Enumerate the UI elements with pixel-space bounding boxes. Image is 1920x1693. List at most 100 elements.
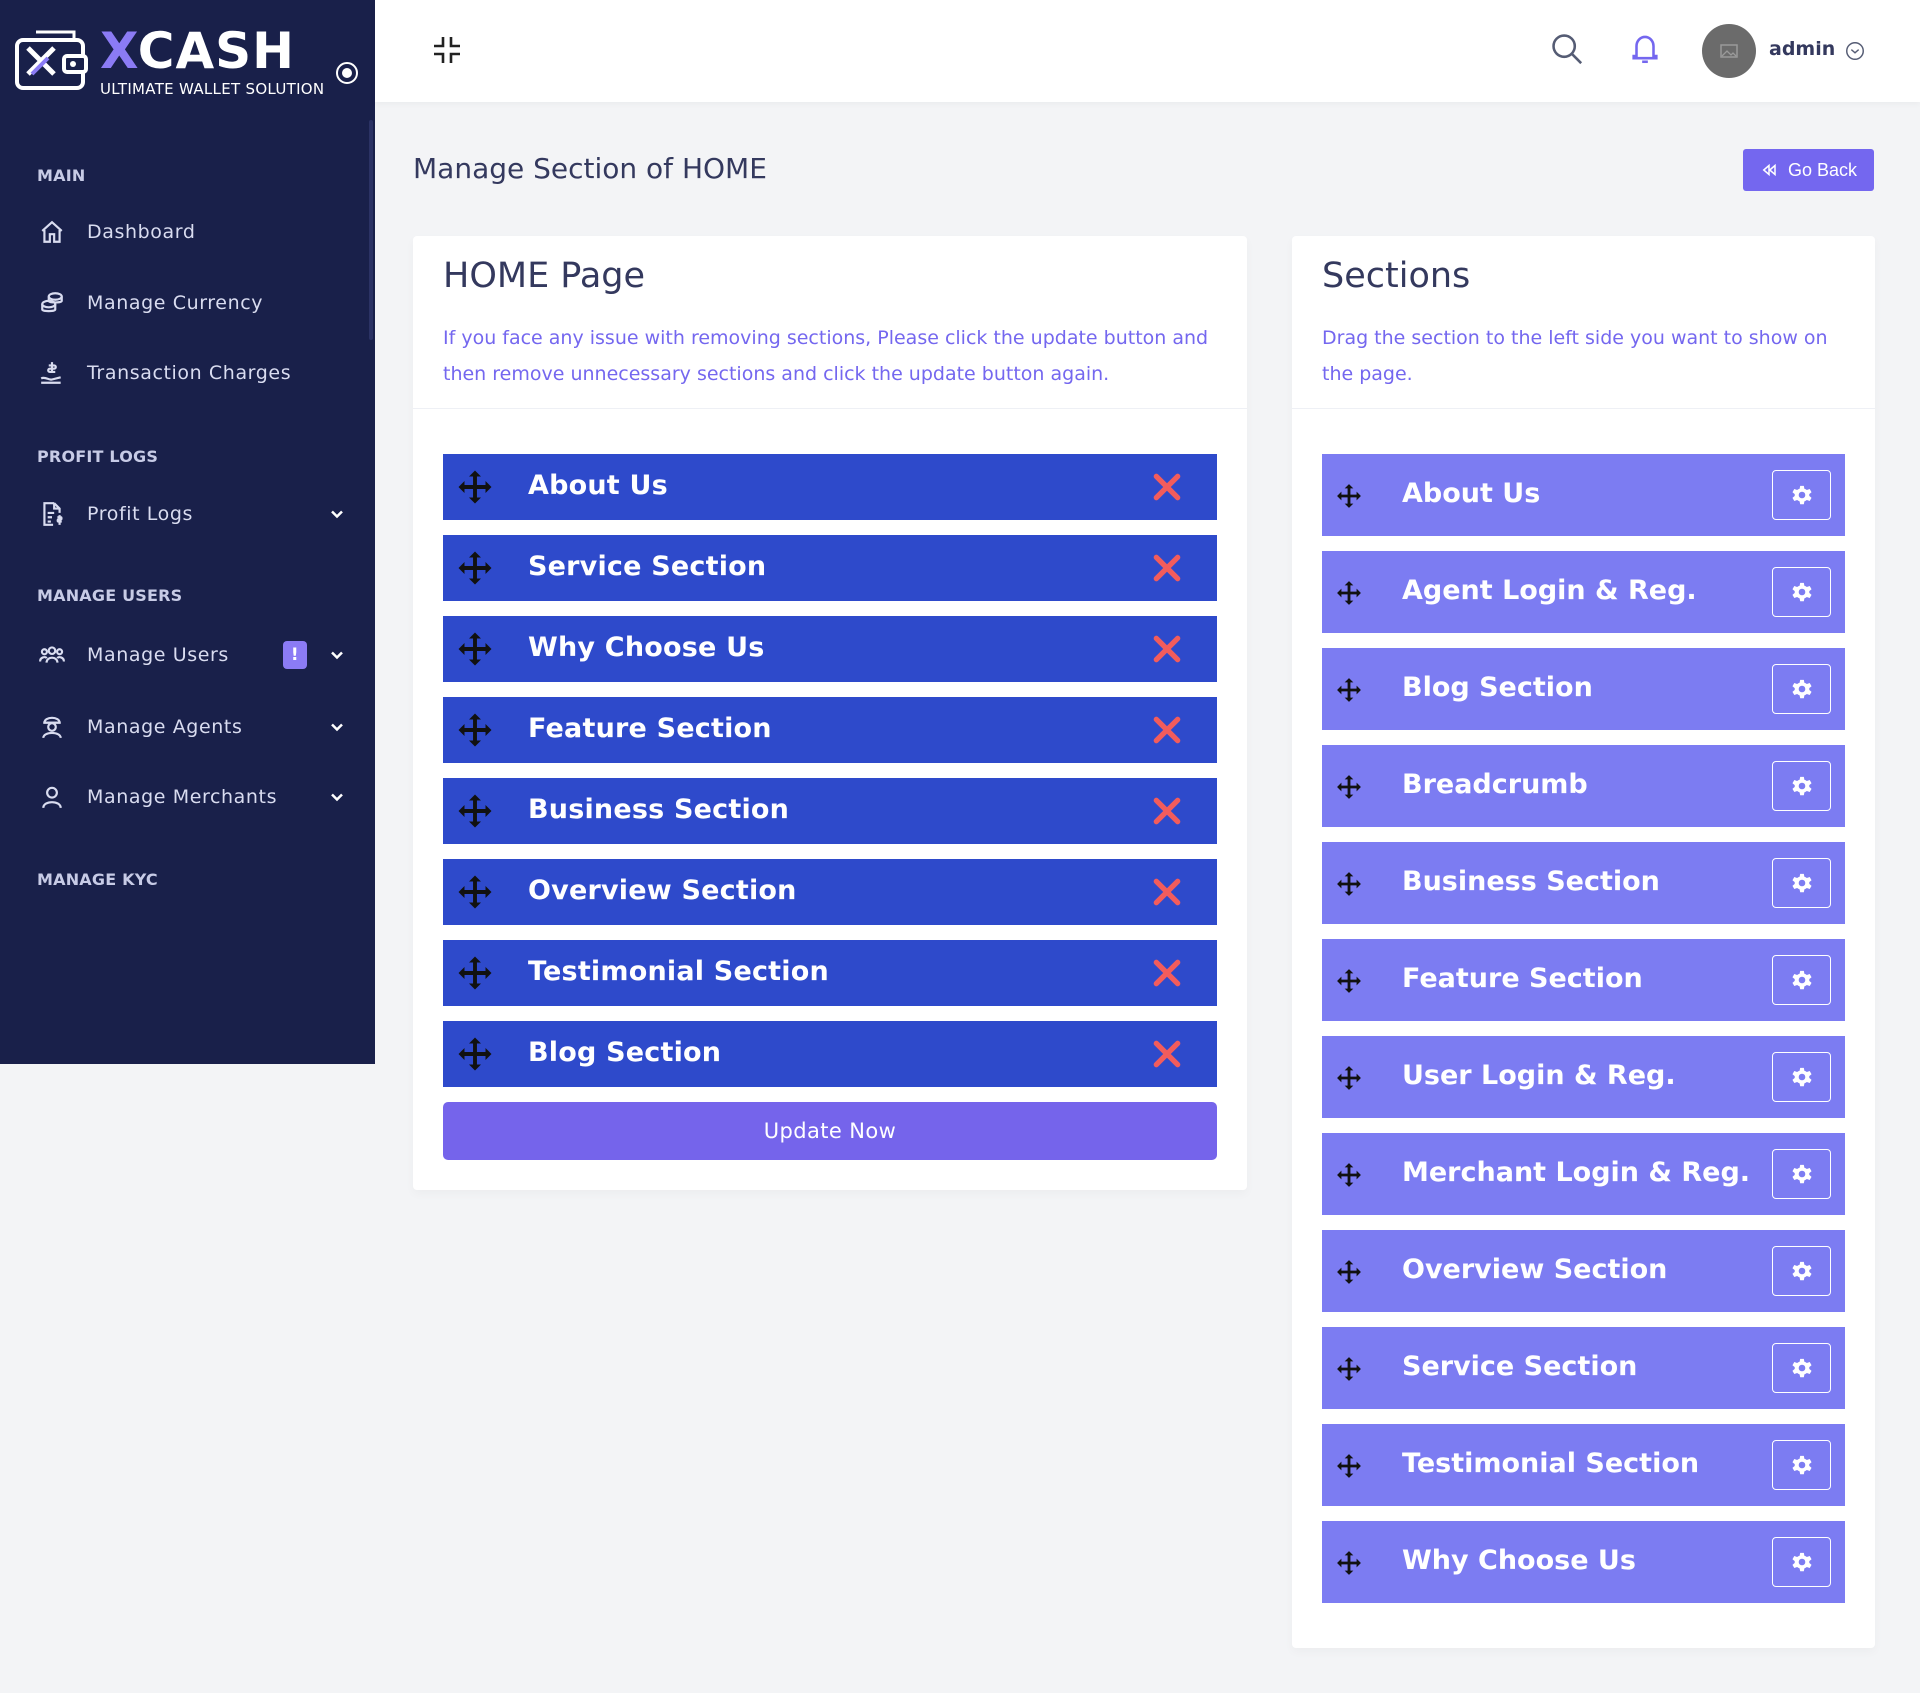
section-settings-button[interactable] (1772, 955, 1831, 1005)
sidebar-item-dashboard[interactable]: Dashboard (37, 212, 347, 252)
available-section-item[interactable]: Feature Section (1322, 939, 1845, 1021)
update-now-button[interactable]: Update Now (443, 1102, 1217, 1160)
close-icon[interactable] (1151, 795, 1183, 827)
menu-header-manage-kyc: MANAGE KYC (37, 870, 158, 889)
available-section-item[interactable]: Business Section (1322, 842, 1845, 924)
username[interactable]: admin (1769, 38, 1836, 60)
available-section-item[interactable]: About Us (1322, 454, 1845, 536)
brand-logo[interactable]: XCASH ULTIMATE WALLET SOLUTION (14, 22, 364, 98)
menu-header-manage-users: MANAGE USERS (37, 586, 183, 605)
section-settings-button[interactable] (1772, 1537, 1831, 1587)
page-title: Manage Section of HOME (413, 152, 767, 185)
close-icon[interactable] (1151, 876, 1183, 908)
available-section-item[interactable]: User Login & Reg. (1322, 1036, 1845, 1118)
available-section-item[interactable]: Merchant Login & Reg. (1322, 1133, 1845, 1215)
bell-icon[interactable] (1628, 32, 1662, 66)
section-settings-button[interactable] (1772, 1246, 1831, 1296)
move-icon[interactable] (1336, 1065, 1362, 1091)
move-icon[interactable] (457, 874, 493, 910)
available-section-item[interactable]: Breadcrumb (1322, 745, 1845, 827)
move-icon[interactable] (457, 469, 493, 505)
search-icon[interactable] (1550, 32, 1584, 66)
section-settings-button[interactable] (1772, 1149, 1831, 1199)
brand-name: XCASH (100, 22, 296, 80)
move-icon[interactable] (1336, 774, 1362, 800)
move-icon[interactable] (1336, 1162, 1362, 1188)
move-icon[interactable] (1336, 580, 1362, 606)
sidebar-scrollbar[interactable] (369, 120, 373, 340)
move-icon[interactable] (1336, 1550, 1362, 1576)
available-section-item[interactable]: Testimonial Section (1322, 1424, 1845, 1506)
selected-section-item[interactable]: About Us (443, 454, 1217, 520)
sidebar-item-manage-currency[interactable]: Manage Currency (37, 283, 347, 323)
section-settings-button[interactable] (1772, 1052, 1831, 1102)
gear-icon (1791, 1067, 1812, 1087)
move-icon[interactable] (1336, 871, 1362, 897)
section-label: Why Choose Us (528, 632, 765, 663)
available-section-item[interactable]: Service Section (1322, 1327, 1845, 1409)
move-icon[interactable] (457, 955, 493, 991)
move-icon[interactable] (457, 793, 493, 829)
section-label: About Us (528, 470, 668, 501)
user-icon (37, 782, 67, 812)
move-icon[interactable] (457, 550, 493, 586)
section-settings-button[interactable] (1772, 664, 1831, 714)
selected-section-item[interactable]: Feature Section (443, 697, 1217, 763)
move-icon[interactable] (1336, 677, 1362, 703)
avatar[interactable] (1702, 24, 1756, 78)
sidebar-toggle-icon[interactable] (336, 62, 358, 84)
home-icon (37, 217, 67, 247)
sidebar-item-profit-logs[interactable]: Profit Logs (37, 494, 347, 534)
close-icon[interactable] (1151, 471, 1183, 503)
selected-section-item[interactable]: Why Choose Us (443, 616, 1217, 682)
section-settings-button[interactable] (1772, 1440, 1831, 1490)
move-icon[interactable] (1336, 1259, 1362, 1285)
move-icon[interactable] (1336, 483, 1362, 509)
move-icon[interactable] (1336, 968, 1362, 994)
section-settings-button[interactable] (1772, 567, 1831, 617)
section-settings-button[interactable] (1772, 470, 1831, 520)
sidebar-item-manage-agents[interactable]: Manage Agents (37, 707, 347, 747)
sidebar-item-manage-users[interactable]: Manage Users ! (37, 635, 347, 675)
section-label: Business Section (528, 794, 790, 825)
chevron-down-circle-icon[interactable] (1844, 40, 1866, 62)
divider (413, 408, 1247, 409)
selected-section-item[interactable]: Overview Section (443, 859, 1217, 925)
selected-section-item[interactable]: Business Section (443, 778, 1217, 844)
close-icon[interactable] (1151, 714, 1183, 746)
gear-icon (1791, 873, 1812, 893)
available-section-item[interactable]: Blog Section (1322, 648, 1845, 730)
menu-header-main: MAIN (37, 166, 86, 185)
move-icon[interactable] (457, 1036, 493, 1072)
alert-badge: ! (283, 641, 307, 669)
section-label: Blog Section (528, 1037, 722, 1068)
go-back-button[interactable]: Go Back (1743, 149, 1874, 191)
available-section-item[interactable]: Agent Login & Reg. (1322, 551, 1845, 633)
sidebar-item-manage-merchants[interactable]: Manage Merchants (37, 777, 347, 817)
brand-tagline: ULTIMATE WALLET SOLUTION (100, 80, 325, 98)
move-icon[interactable] (457, 712, 493, 748)
selected-section-item[interactable]: Service Section (443, 535, 1217, 601)
section-settings-button[interactable] (1772, 1343, 1831, 1393)
move-icon[interactable] (1336, 1356, 1362, 1382)
selected-section-item[interactable]: Testimonial Section (443, 940, 1217, 1006)
available-section-item[interactable]: Overview Section (1322, 1230, 1845, 1312)
home-card-description: If you face any issue with removing sect… (443, 327, 1209, 385)
close-icon[interactable] (1151, 552, 1183, 584)
section-settings-button[interactable] (1772, 858, 1831, 908)
section-label: User Login & Reg. (1402, 1060, 1676, 1091)
close-icon[interactable] (1151, 957, 1183, 989)
gear-icon (1791, 1358, 1812, 1378)
section-settings-button[interactable] (1772, 761, 1831, 811)
sidebar-item-transaction-charges[interactable]: Transaction Charges (37, 353, 347, 393)
go-back-label: Go Back (1787, 159, 1858, 180)
wallet-logo-icon (15, 30, 88, 90)
close-icon[interactable] (1151, 633, 1183, 665)
selected-section-item[interactable]: Blog Section (443, 1021, 1217, 1087)
section-label: Overview Section (1402, 1254, 1668, 1285)
move-icon[interactable] (457, 631, 493, 667)
available-section-item[interactable]: Why Choose Us (1322, 1521, 1845, 1603)
compress-icon[interactable] (431, 34, 463, 66)
move-icon[interactable] (1336, 1453, 1362, 1479)
close-icon[interactable] (1151, 1038, 1183, 1070)
